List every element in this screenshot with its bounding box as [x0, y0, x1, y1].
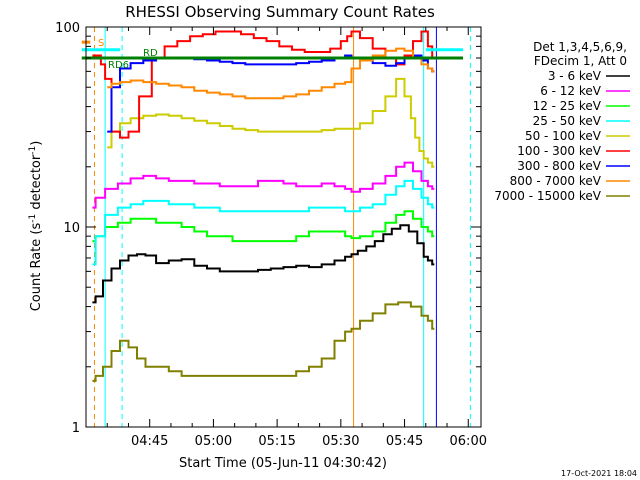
legend-label-800-7000-kev: 800 - 7000 keV [510, 174, 602, 188]
legend-header-line1: Det 1,3,4,5,6,9, [533, 40, 627, 54]
legend-label-50-100-kev: 50 - 100 keV [525, 129, 602, 143]
legend-label-100-300-kev: 100 - 300 keV [517, 144, 601, 158]
y-axis-label-sup1: -1 [28, 214, 38, 223]
series-7000-15000-kev [92, 301, 435, 382]
series-50-100-kev [107, 77, 435, 168]
x-tick-label-05-15: 05:15 [258, 434, 295, 449]
flag-label-rd6: RD6 [108, 60, 129, 71]
series-800-7000-kev [107, 47, 435, 100]
y-tick-label-100: 100 [55, 21, 80, 36]
plot-area: S RD6 RD [81, 27, 471, 427]
y-axis-label-part1: Count Rate (s [29, 223, 44, 312]
series-25-50-kev [92, 179, 435, 266]
chart-title: RHESSI Observing Summary Count Rates [125, 3, 435, 21]
legend-label-7000-15000-kev: 7000 - 15000 keV [494, 189, 601, 203]
legend-header-line2: FDecim 1, Att 0 [534, 54, 627, 68]
series-3-6-kev [92, 224, 435, 304]
y-tick-label-10: 10 [63, 221, 80, 236]
series-12-25-kev [92, 210, 435, 243]
series-300-800-kev [107, 54, 435, 133]
y-axis-label: Count Rate (s-1 detector-1) [28, 141, 44, 312]
series-100-300-kev [92, 30, 435, 139]
y-axis: 1 10 100 [55, 21, 481, 436]
x-tick-label-05-30: 05:30 [322, 434, 359, 449]
x-axis: 04:45 05:00 05:15 05:30 05:45 06:00 [85, 27, 487, 449]
x-tick-label-05-45: 05:45 [386, 434, 423, 449]
y-axis-label-part2: detector [29, 154, 44, 214]
legend-label-12-25-kev: 12 - 25 keV [533, 99, 602, 113]
x-tick-label-04-45: 04:45 [131, 434, 168, 449]
y-tick-label-1: 1 [72, 421, 80, 436]
legend: Det 1,3,4,5,6,9, FDecim 1, Att 0 3 - 6 k… [494, 40, 630, 203]
y-axis-label-sup2: -1 [28, 146, 38, 155]
legend-label-300-800-kev: 300 - 800 keV [517, 159, 601, 173]
x-axis-label: Start Time (05-Jun-11 04:30:42) [179, 456, 387, 471]
footer-timestamp: 17-Oct-2021 18:04 [561, 469, 637, 478]
flag-label-s: S [98, 38, 104, 49]
x-tick-label-06-00: 06:00 [450, 434, 487, 449]
y-axis-label-part3: ) [29, 141, 44, 146]
flag-label-rd: RD [143, 48, 158, 59]
legend-label-3-6-kev: 3 - 6 keV [548, 69, 602, 83]
series-6-12-kev [92, 161, 435, 209]
legend-label-25-50-kev: 25 - 50 keV [533, 114, 602, 128]
legend-label-6-12-kev: 6 - 12 keV [540, 84, 602, 98]
x-tick-label-05-00: 05:00 [195, 434, 232, 449]
